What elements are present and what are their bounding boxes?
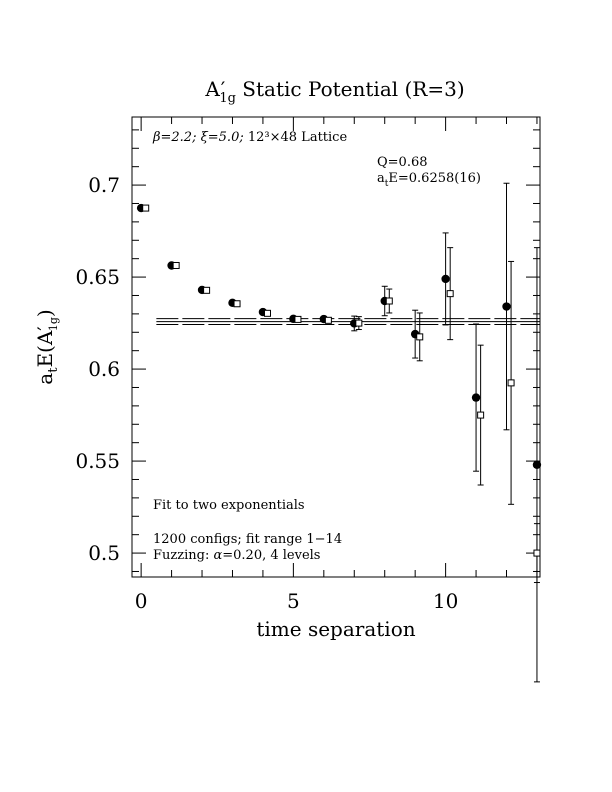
- x-tick-label-0: 0: [135, 589, 148, 613]
- x-tick-label-10: 10: [433, 589, 458, 613]
- x-axis-label: time separation: [256, 617, 415, 641]
- data-point-square: [477, 411, 485, 419]
- data-point-square: [533, 549, 541, 557]
- data-point-circle: [502, 302, 511, 311]
- x-tick-label-5: 5: [287, 589, 300, 613]
- data-point-square: [172, 261, 180, 269]
- data-point-square: [446, 290, 454, 298]
- data-point-circle: [471, 393, 481, 402]
- data-point-circle: [441, 274, 450, 284]
- lattice-info: β=2.2; ξ=5.0; 12³×48 Lattice: [152, 130, 347, 145]
- y-axis-label: atE(A′1g): [33, 309, 61, 384]
- note-fuzzing: Fuzzing: α=0.20, 4 levels: [153, 548, 320, 563]
- data-point-square: [507, 379, 515, 387]
- note-fit-method: Fit to two exponentials: [153, 498, 305, 513]
- data-point-square: [294, 315, 302, 323]
- data-point-square: [416, 333, 424, 341]
- y-tick-label-0.55: 0.55: [75, 449, 120, 473]
- data-point-square: [385, 297, 393, 305]
- data-point-square: [324, 316, 332, 324]
- fit-band: [156, 318, 540, 326]
- y-tick-label-0.7: 0.7: [88, 173, 120, 197]
- y-tick-label-0.6: 0.6: [88, 357, 120, 381]
- data-point-square: [203, 286, 211, 294]
- q-value: Q=0.68: [377, 155, 428, 170]
- data-point-square: [142, 204, 150, 212]
- note-configs: 1200 configs; fit range 1−14: [153, 532, 342, 547]
- data-points: [136, 182, 542, 683]
- data-point-square: [263, 309, 271, 317]
- plot-frame: [131, 116, 541, 578]
- data-point-square: [355, 319, 363, 327]
- y-tick-label-0.5: 0.5: [88, 541, 120, 565]
- chart-title: A′1g Static Potential (R=3): [204, 77, 464, 106]
- fit-result: atE=0.6258(16): [377, 171, 481, 189]
- data-point-circle: [532, 460, 542, 469]
- data-point-square: [233, 300, 241, 308]
- y-tick-label-0.65: 0.65: [75, 265, 120, 289]
